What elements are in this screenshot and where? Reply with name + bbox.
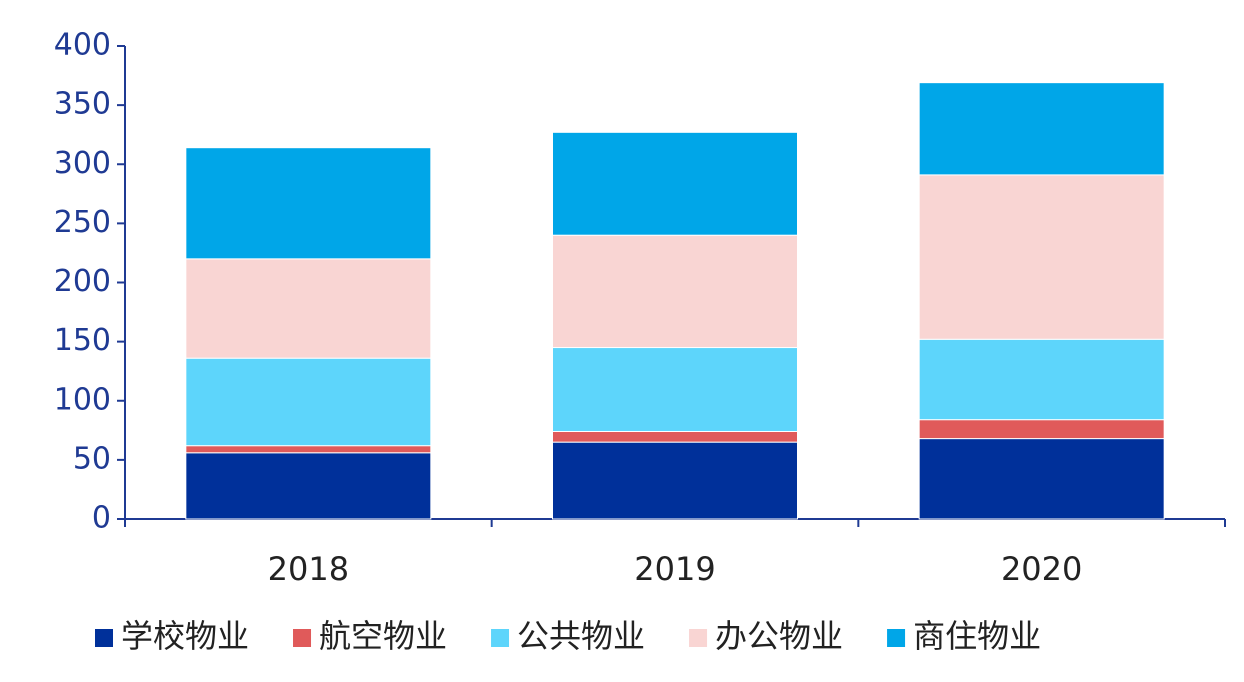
bar-segment [552,441,798,520]
x-tick-label: 2018 [268,550,349,588]
y-tick-label: 100 [54,382,111,417]
legend-swatch [887,629,906,647]
bar-segment [918,419,1165,440]
bar-segment [552,131,798,236]
bar-segment [918,338,1165,421]
bar-segment [185,258,432,359]
y-tick-label: 350 [54,87,111,122]
x-tick-label: 2019 [634,550,715,588]
legend-swatch [293,629,312,647]
bar-segment [552,234,798,349]
x-tick-label: 2020 [1001,550,1082,588]
y-tick-label: 0 [92,501,111,536]
legend-swatch [689,629,708,647]
y-tick-label: 50 [73,441,111,476]
y-tick-label: 300 [54,146,111,181]
legend-label: 办公物业 [715,617,843,655]
bar-segment [185,445,432,454]
bar-segment [552,430,798,443]
bar-segment [552,347,798,432]
bar-segment [918,438,1165,520]
bar-segment [185,147,432,260]
bar-segment [185,452,432,520]
bar-segment [185,357,432,447]
y-tick-label: 200 [54,264,111,299]
legend-swatch [491,629,510,647]
y-tick-label: 150 [54,323,111,358]
legend-label: 商住物业 [913,617,1041,655]
legend: 学校物业 航空物业 公共物业 办公物业 商住物业 [95,617,1041,655]
bar-segment [918,174,1165,340]
y-tick-label: 400 [54,28,111,63]
legend-label: 航空物业 [319,617,447,655]
legend-swatch [95,629,113,647]
legend-label: 公共物业 [517,617,645,655]
legend-label: 学校物业 [121,617,249,655]
y-tick-label: 250 [54,205,111,240]
bar-segment [918,82,1165,176]
